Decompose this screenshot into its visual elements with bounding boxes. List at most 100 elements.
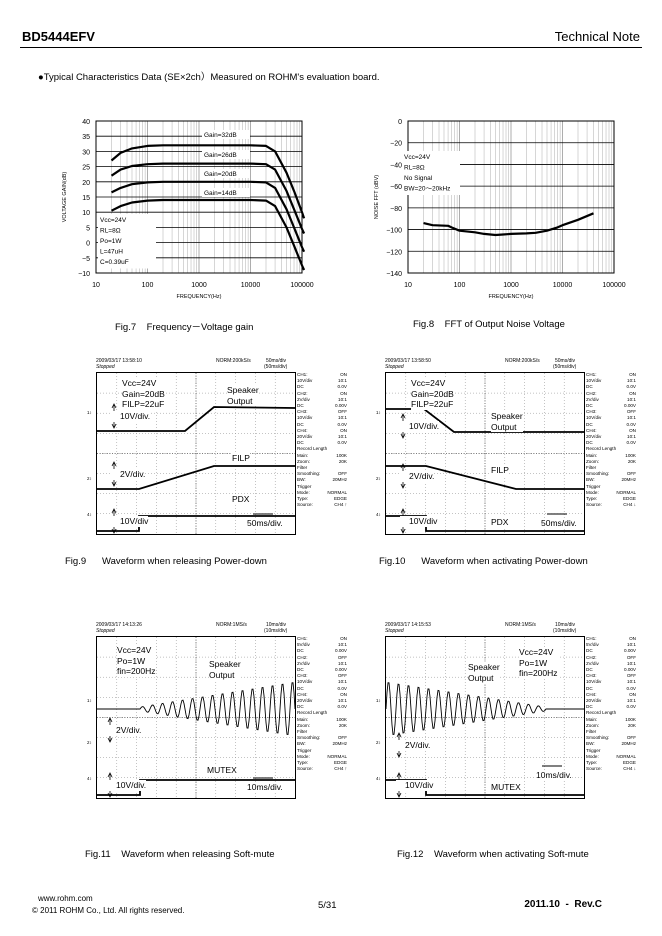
y-tick-label: −140 <box>386 271 402 278</box>
setting-text: ON <box>340 372 347 377</box>
trace-annotation: 50ms/div. <box>541 518 577 529</box>
setting-text: Mode: <box>586 753 599 759</box>
setting-text: CH4: <box>297 427 308 433</box>
setting-text: CH4: <box>586 691 597 697</box>
setting-text: 2V/div <box>297 396 310 402</box>
setting-text: 20V/div <box>586 434 602 440</box>
setting-text: ON <box>629 427 636 433</box>
setting-row: Filter <box>297 729 347 735</box>
setting-row: Type: EDGE <box>586 496 636 502</box>
y-tick-label: −20 <box>390 141 402 148</box>
acquisition-state: Stopped <box>96 364 115 370</box>
channel-marker: 4↕ <box>376 512 381 517</box>
setting-row: 10V/div 10:1 <box>586 378 636 384</box>
setting-text: OFF <box>626 471 636 477</box>
trace-annotation: Vcc=24V Po=1W fin=200Hz <box>519 647 558 679</box>
channel-marker: 2↕ <box>87 476 92 481</box>
setting-row: DC 0.00V <box>297 648 347 654</box>
setting-text: BW: <box>586 477 595 483</box>
setting-text: 10:1 <box>627 660 636 666</box>
page-number: 5/31 <box>318 900 337 911</box>
setting-row: DC 0.0V <box>586 422 636 428</box>
setting-row: 2V/div 10:1 <box>586 397 636 403</box>
setting-row: Record Length <box>297 446 347 452</box>
trace-annotation: 2V/div. <box>111 469 146 480</box>
setting-row: 10V/div 10:1 <box>297 415 347 421</box>
setting-text: 0.0V <box>626 704 636 710</box>
oscilloscope-capture: 2009/03/17 14:13:26 Stopped NORM:1MS/s 10ms… <box>87 622 348 807</box>
document-id: BD5444EFV <box>22 29 95 44</box>
setting-text: Type: <box>586 760 598 766</box>
sample-rate: NORM:1MS/s <box>216 622 247 628</box>
series-line <box>423 212 594 237</box>
setting-row: 10V/div 10:1 <box>586 679 636 685</box>
setting-row: 20V/div 10:1 <box>297 698 347 704</box>
trace-annotation: Vcc=24V Po=1W fin=200Hz <box>117 645 156 677</box>
setting-row: CH3: OFF <box>297 409 347 415</box>
setting-text: BW: <box>297 477 306 483</box>
setting-row: Main: 100K <box>297 717 347 723</box>
setting-row: Zoom: 20K <box>586 459 636 465</box>
y-tick-label: 25 <box>82 165 90 172</box>
scale-arrow <box>400 463 406 489</box>
series-label: Gain=20dB <box>204 171 237 178</box>
setting-text: Type: <box>586 496 598 502</box>
setting-text: 2V/div <box>586 396 599 402</box>
setting-row: 20V/div 10:1 <box>297 434 347 440</box>
setting-text: 10V/div <box>586 378 602 384</box>
setting-row: Smoothing: OFF <box>297 735 347 741</box>
scale-arrow <box>107 717 113 743</box>
trace-annotation: PDX <box>232 494 250 505</box>
setting-text: 0.0V <box>626 384 636 390</box>
setting-text: OFF <box>626 735 636 741</box>
setting-text: DC <box>297 648 304 654</box>
setting-text: Main: <box>297 716 309 722</box>
setting-text: 0.00V <box>334 667 347 673</box>
setting-row: BW: 20MHz <box>297 477 347 483</box>
setting-row: Mode: NORMAL <box>586 754 636 760</box>
channel-marker: 4↕ <box>87 512 92 517</box>
setting-row: Main: 100K <box>586 453 636 459</box>
setting-text: 100K <box>336 452 347 458</box>
setting-text: Type: <box>297 760 309 766</box>
y-tick-label: −5 <box>82 256 90 263</box>
footer-url[interactable]: www.rohm.com <box>38 894 93 903</box>
y-tick-label: 0 <box>86 241 90 248</box>
time-per-div: 50ms/div <box>266 358 287 364</box>
setting-row: Mode: NORMAL <box>297 490 347 496</box>
fig9-caption: Fig.9 Waveform when releasing Power-down <box>65 556 267 567</box>
y-tick-label: 40 <box>82 119 90 126</box>
setting-text: 0.0V <box>626 685 636 691</box>
setting-text: 100K <box>625 716 636 722</box>
scope-screen: Vcc=24V Gain=20dB FILP=22uF Speaker Outpu… <box>385 372 585 535</box>
setting-text: Record Length <box>586 446 617 452</box>
waveform-trace <box>386 682 584 735</box>
setting-text: 10:1 <box>338 378 347 384</box>
setting-text: Zoom: <box>297 458 311 464</box>
setting-text: CH1: <box>586 372 597 377</box>
y-tick-label: 5 <box>86 225 90 232</box>
setting-row: Source: CH4 ↑ <box>297 502 347 508</box>
setting-row: 2V/div 10:1 <box>297 397 347 403</box>
setting-text: 0.00V <box>623 403 636 409</box>
trace-annotation: 10V/div. <box>400 421 440 432</box>
setting-text: 10:1 <box>627 434 636 440</box>
scale-arrow <box>396 772 402 798</box>
trace-annotation: 10ms/div. <box>247 782 283 793</box>
setting-text: NORMAL <box>616 753 636 759</box>
trace-annotation: 10V/div <box>400 516 438 527</box>
channel-marker: 2↕ <box>87 740 92 745</box>
setting-text: 2V/div <box>297 660 310 666</box>
scope-settings-panel: CH1: ON 5V/div 10:1 DC 0.00V CH2: OFF 2V/div 10:1… <box>297 636 347 772</box>
trace-annotation: Speaker Output <box>468 662 500 683</box>
setting-row: CH2: OFF <box>297 655 347 661</box>
setting-row: Trigger <box>297 484 347 490</box>
scale-arrow <box>400 508 406 534</box>
setting-text: 20K <box>338 458 347 464</box>
setting-text: CH4: <box>586 427 597 433</box>
trace-annotation: 10ms/div. <box>536 770 572 781</box>
oscilloscope-capture: 2009/03/17 13:58:10 Stopped NORM:200kS/s 50… <box>87 358 348 543</box>
setting-text: Zoom: <box>586 458 600 464</box>
y-tick-label: −10 <box>78 271 90 278</box>
scope-screen: Vcc=24V Po=1W fin=200Hz Speaker Output 2V/… <box>385 636 585 799</box>
